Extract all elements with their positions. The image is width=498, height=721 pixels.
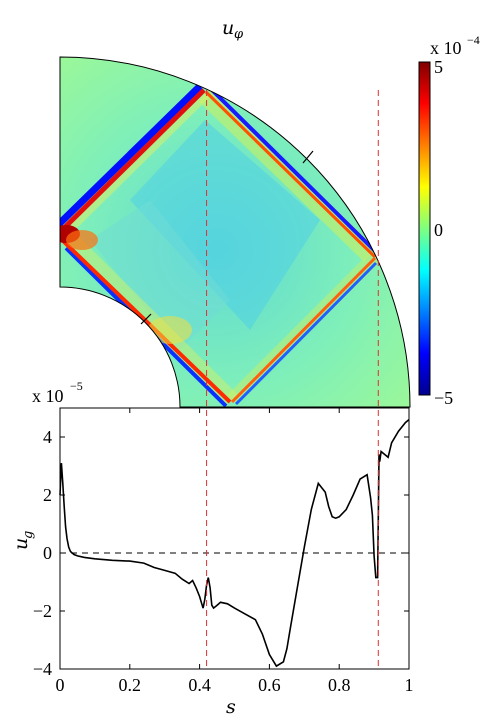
x-tick-label: 0.6 — [258, 675, 281, 695]
colorbar-tick-min: −5 — [434, 388, 453, 408]
y-tick-label: 2 — [43, 485, 52, 505]
x-tick-label: 0.4 — [188, 675, 211, 695]
heatmap-panel: u φ x 10 −4 5 0 −5 — [59, 17, 480, 408]
guide-lines — [206, 90, 379, 669]
x-tick-label: 0.2 — [119, 675, 142, 695]
x-ticks: 0 0.2 0.4 0.6 0.8 1 — [56, 408, 414, 695]
colorbar-multiplier: x 10 — [430, 38, 462, 58]
annulus-outline — [59, 56, 411, 408]
y-axis-label-sub: g — [21, 531, 36, 539]
line-multiplier-exp: −5 — [70, 379, 83, 393]
series-line — [59, 418, 410, 668]
x-tick-label: 0.8 — [328, 675, 351, 695]
x-axis-label: s — [226, 696, 236, 718]
y-ticks: 4 2 0 −2 −4 — [33, 427, 409, 679]
colorbar-tick-zero: 0 — [434, 220, 443, 240]
colorbar-multiplier-exp: −4 — [467, 33, 480, 47]
y-axis-label-main: u — [10, 538, 32, 550]
y-tick-label: 4 — [43, 427, 52, 447]
line-panel: 0 0.2 0.4 0.6 0.8 1 4 2 0 −2 −4 x 10 −5 s u g — [10, 379, 414, 718]
y-tick-label: 0 — [43, 543, 52, 563]
heatmap-title-sub: φ — [234, 27, 244, 42]
colorbar-tick-max: 5 — [434, 57, 443, 77]
x-tick-label: 1 — [405, 675, 414, 695]
boundary-tick-outer — [302, 150, 314, 164]
heatmap-title-main: u — [222, 17, 234, 39]
y-axis-label: u g — [10, 531, 36, 550]
y-tick-label: −2 — [33, 601, 52, 621]
plot-frame — [59, 407, 410, 670]
line-multiplier: x 10 — [32, 386, 64, 406]
x-tick-label: 0 — [56, 675, 65, 695]
y-tick-label: −4 — [33, 659, 52, 679]
colorbar — [418, 61, 431, 396]
boundary-tick-inner — [140, 313, 152, 325]
heatmap-field — [60, 57, 410, 407]
